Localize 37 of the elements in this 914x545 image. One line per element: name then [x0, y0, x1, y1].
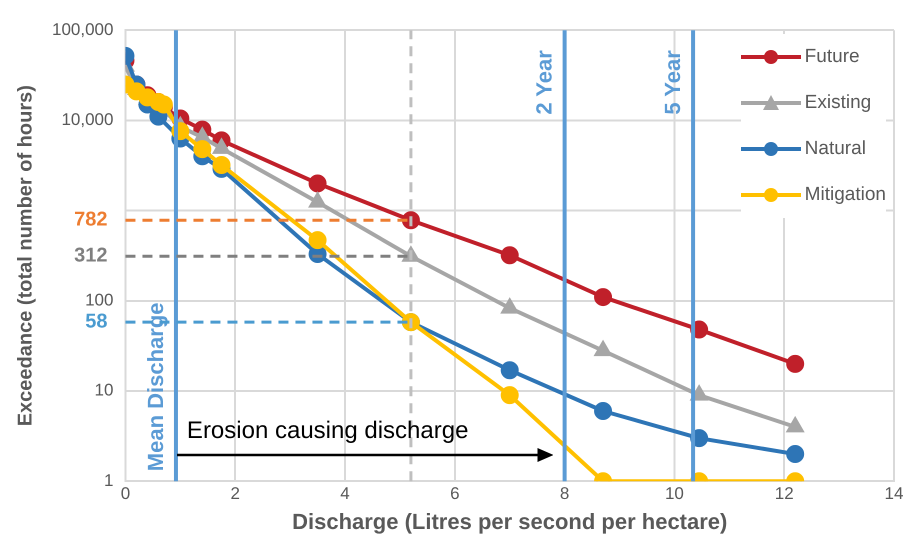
- x-tick-label: 14: [884, 484, 904, 504]
- x-tick-label: 10: [664, 484, 684, 504]
- x-tick-label: 8: [560, 484, 570, 504]
- legend-label: Mitigation: [804, 184, 886, 206]
- ref-line-label: 312: [74, 244, 108, 267]
- point: [500, 361, 519, 380]
- y-tick-label: 10: [94, 380, 114, 400]
- point: [594, 288, 612, 306]
- ref-line-label: 2 Year: [532, 50, 557, 115]
- point: [786, 445, 804, 464]
- legend-label: Natural: [804, 138, 866, 160]
- x-tick-label: 2: [230, 484, 240, 504]
- point: [594, 402, 612, 420]
- x-axis-title: Discharge (Litres per second per hectare): [292, 508, 728, 534]
- ref-line-label: 5 Year: [660, 50, 686, 115]
- x-tick-label: 0: [120, 484, 130, 504]
- y-tick-label: 100: [85, 290, 114, 310]
- ref-line-label: 58: [85, 310, 108, 333]
- point: [308, 231, 327, 250]
- ref-line-label: Mean Discharge: [143, 302, 168, 472]
- y-tick-label: 100,000: [52, 20, 114, 39]
- x-tick-label: 12: [774, 484, 794, 504]
- x-tick-label: 6: [450, 484, 460, 504]
- y-axis-title: Exceedance (total number of hours): [14, 85, 37, 426]
- point: [212, 156, 231, 174]
- point: [500, 246, 519, 264]
- point: [193, 140, 212, 158]
- y-tick-label: 1: [104, 470, 114, 490]
- y-tick-label: 10,000: [61, 110, 114, 130]
- legend-label: Future: [804, 46, 860, 68]
- annotation: Erosion causing discharge: [186, 416, 468, 444]
- point: [786, 354, 804, 373]
- point: [308, 174, 327, 192]
- x-tick-label: 4: [340, 484, 350, 504]
- point: [500, 386, 519, 404]
- legend-label: Existing: [804, 92, 872, 114]
- ref-line-label: 782: [74, 208, 108, 231]
